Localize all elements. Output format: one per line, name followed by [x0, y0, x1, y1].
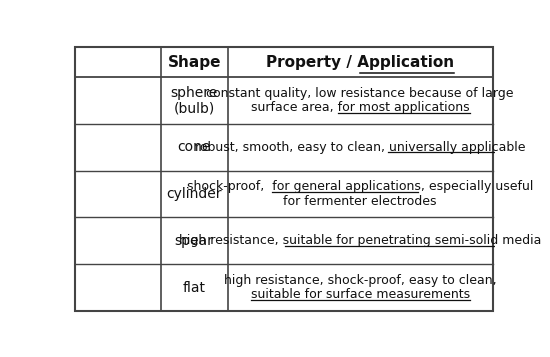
Text: cone: cone [178, 140, 211, 154]
Text: shock-proof,  for general applications, especially useful: shock-proof, for general applications, e… [187, 180, 534, 193]
Text: suitable for surface measurements: suitable for surface measurements [251, 288, 470, 301]
Text: Property / Application: Property / Application [266, 55, 454, 70]
Text: cylinder: cylinder [167, 187, 222, 201]
Text: sphere
(bulb): sphere (bulb) [170, 86, 218, 116]
Text: surface area, for most applications: surface area, for most applications [251, 101, 470, 115]
Text: for fermenter electrodes: for fermenter electrodes [283, 195, 437, 208]
Text: flat: flat [183, 281, 206, 295]
Text: constant quality, low resistance because of large: constant quality, low resistance because… [206, 87, 514, 100]
Text: Shape: Shape [167, 55, 221, 70]
Text: Property / Application: Property / Application [266, 55, 454, 70]
Text: robust, smooth, easy to clean, universally applicable: robust, smooth, easy to clean, universal… [195, 141, 525, 154]
Text: high resistance, shock-proof, easy to clean,: high resistance, shock-proof, easy to cl… [224, 274, 497, 287]
Text: high resistance, suitable for penetrating semi-solid media: high resistance, suitable for penetratin… [179, 234, 541, 247]
Text: spear: spear [175, 234, 213, 248]
